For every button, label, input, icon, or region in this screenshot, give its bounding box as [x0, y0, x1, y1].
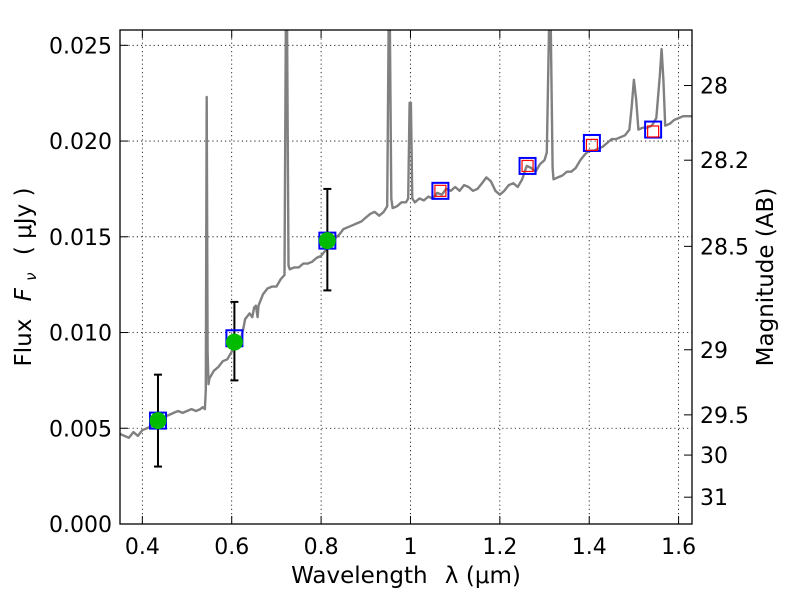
x-tick-label: 0.6 [214, 535, 249, 560]
y-axis-label-text: Flux [11, 319, 37, 367]
x-tick-label: 1.2 [482, 535, 517, 560]
y2-tick-label: 29 [700, 339, 728, 364]
x-tick-label: 0.8 [304, 535, 339, 560]
x-tick-label: 1.6 [661, 535, 696, 560]
observed-flux-point [149, 412, 167, 430]
y2-axis-label: Magnitude (AB) [753, 188, 779, 367]
x-axis-label-unit: λ (μm) [445, 563, 521, 589]
y2-tick-label: 31 [700, 486, 728, 511]
axis-ticks: 0.4 0.6 0.8 1 1.2 1.4 1.6 0.000 0.005 0.010 0.015 0… [49, 30, 749, 560]
predicted-flux-square [434, 184, 447, 197]
y2-tick-label: 28.5 [700, 235, 749, 260]
predicted-flux-square [585, 138, 599, 151]
predicted-flux-square [647, 125, 660, 138]
y-tick-label: 0.010 [49, 322, 112, 347]
photometry-markers [148, 120, 663, 468]
svg-text:Wavelength λ (μm): Wavelength λ (μm) [291, 563, 521, 589]
observed-flux-point [318, 232, 336, 250]
model-flux-square [431, 181, 450, 200]
plot-frame [119, 29, 693, 525]
y-axis-label-unit: ( μJy ) [11, 188, 37, 256]
x-tick-label: 1.4 [572, 535, 607, 560]
y2-tick-label: 28 [700, 75, 728, 100]
predicted-flux-square [521, 159, 534, 173]
y2-tick-label: 29.5 [700, 404, 749, 429]
y-tick-label: 0.015 [49, 226, 112, 251]
y-axis-label-subscript: ν [22, 272, 40, 280]
y-tick-label: 0.005 [49, 417, 112, 442]
svg-text:Flux F ν ( μ: Flux F ν ( μJy ) [11, 188, 42, 367]
y2-tick-label: 30 [700, 444, 728, 469]
x-axis-label-text: Wavelength [291, 563, 427, 589]
y-tick-label: 0.000 [49, 513, 112, 538]
y-tick-label: 0.020 [49, 130, 112, 155]
y-axis-label: Flux F ν ( μJy ) [11, 188, 42, 367]
y-tick-label: 0.025 [49, 34, 112, 59]
observed-flux-point [225, 333, 243, 351]
x-tick-label: 0.4 [125, 535, 160, 560]
model-flux-square [518, 156, 537, 175]
grid-lines [120, 30, 692, 524]
x-axis-label: Wavelength λ (μm) [291, 563, 521, 589]
x-tick-label: 1 [403, 535, 417, 560]
y-axis-label-symbol: F [11, 287, 37, 301]
y2-tick-label: 28.2 [700, 149, 749, 174]
